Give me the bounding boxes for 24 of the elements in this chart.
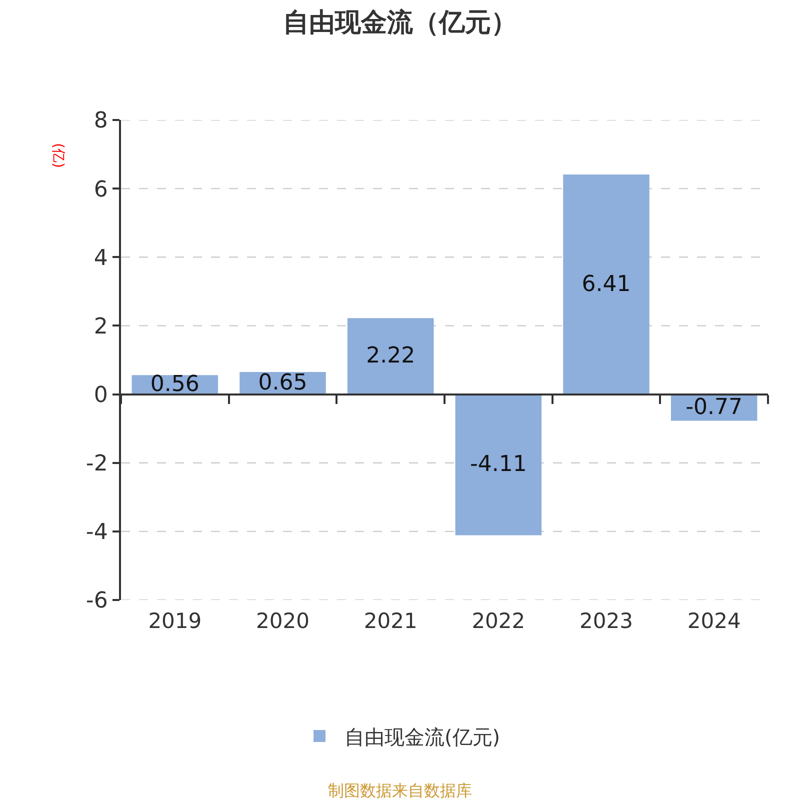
- y-tick-label: 2: [94, 314, 108, 340]
- y-tick-label: 6: [94, 177, 108, 202]
- y-axis-title: (亿): [50, 143, 66, 168]
- x-tick-label: 2022: [472, 609, 526, 634]
- y-tick-label: 8: [94, 108, 108, 134]
- data-label: 0.56: [150, 372, 200, 398]
- data-label: -0.77: [686, 394, 743, 420]
- x-tick-label: 2024: [687, 609, 741, 634]
- legend-label: 自由现金流(亿元): [344, 724, 500, 749]
- text: 制图数据来自数据库: [328, 781, 472, 800]
- data-label: 0.65: [258, 370, 308, 396]
- x-tick-label: 2021: [364, 609, 418, 634]
- x-tick-label: 2019: [148, 609, 202, 634]
- y-tick-label: 4: [94, 246, 108, 271]
- data-label: -4.11: [470, 452, 527, 478]
- y-tick-label: 0: [94, 382, 108, 408]
- data-label: 2.22: [366, 344, 416, 369]
- y-tick-label: -2: [86, 452, 108, 477]
- x-tick-label: 2023: [580, 609, 633, 634]
- y-tick-label: -6: [86, 588, 108, 614]
- chart-title: 自由现金流（亿元）: [283, 8, 517, 38]
- data-label: 6.41: [582, 272, 631, 297]
- x-tick-label: 2020: [256, 609, 310, 634]
- y-tick-label: -4: [86, 520, 108, 546]
